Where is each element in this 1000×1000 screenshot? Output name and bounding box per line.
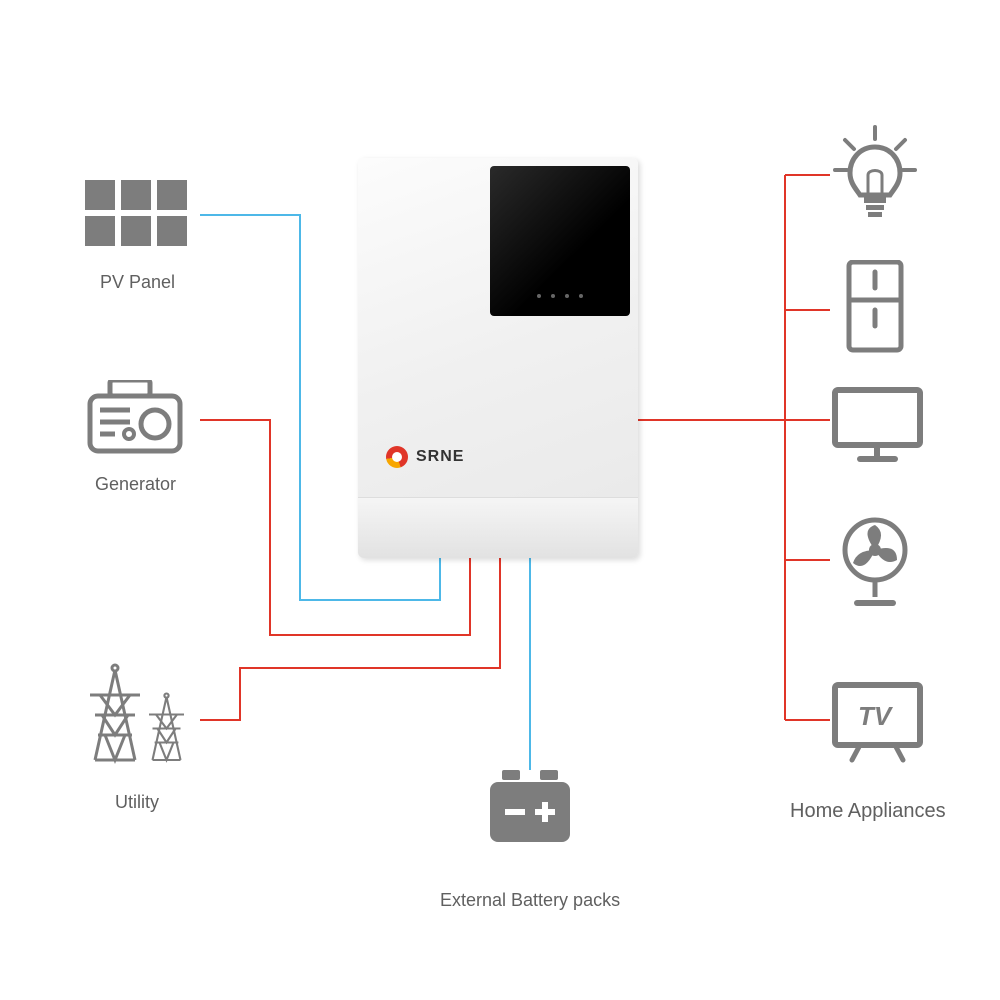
- svg-text:TV: TV: [858, 701, 894, 731]
- inverter-device: SRNE: [358, 158, 638, 558]
- lightbulb-icon: [830, 125, 920, 230]
- pv-panel-label: PV Panel: [100, 272, 175, 293]
- inverter-base: [358, 497, 638, 558]
- inverter-logo: SRNE: [386, 446, 464, 468]
- home-appliances-label: Home Appliances: [790, 800, 946, 823]
- utility-label: Utility: [115, 792, 159, 813]
- tv-icon: TV: [830, 680, 925, 770]
- battery-label: External Battery packs: [440, 890, 620, 911]
- fan-icon: [835, 515, 915, 615]
- inverter-brand: SRNE: [416, 448, 464, 466]
- pv-panel-icon: [85, 180, 195, 255]
- refrigerator-icon: [845, 260, 905, 360]
- utility-line: [200, 558, 500, 720]
- monitor-icon: [830, 385, 925, 470]
- inverter-display: [490, 166, 630, 316]
- generator-icon: [85, 380, 185, 465]
- battery-icon: [480, 770, 580, 855]
- generator-label: Generator: [95, 474, 176, 495]
- utility-icon: [80, 660, 200, 775]
- logo-swirl-icon: [386, 446, 408, 468]
